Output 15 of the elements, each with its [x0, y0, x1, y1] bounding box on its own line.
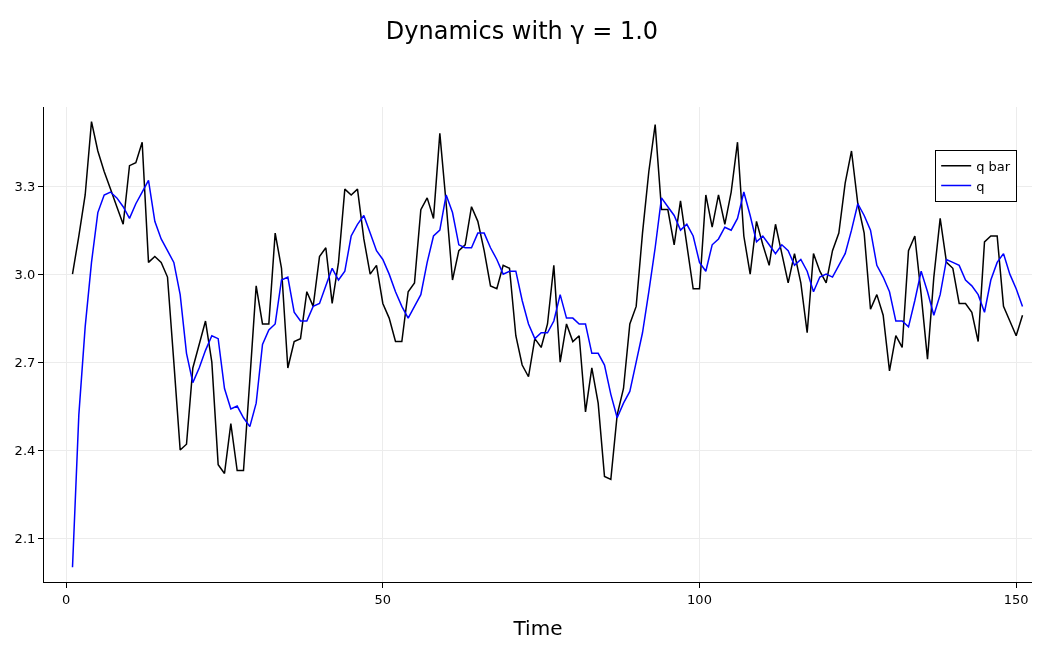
x-tick-label: 0 [62, 591, 71, 607]
x-tick-label: 50 [374, 591, 392, 607]
y-tick-label: 3.0 [14, 266, 36, 282]
x-axis-title: Time [512, 616, 563, 641]
y-tick-label: 2.1 [14, 530, 36, 546]
y-tick-label: 3.3 [14, 178, 36, 194]
x-tick-label: 100 [687, 591, 712, 607]
legend-label: q [976, 178, 985, 194]
line-series [71, 120, 1024, 481]
y-tick-label: 2.7 [14, 354, 36, 370]
y-tick-label: 2.4 [14, 442, 36, 458]
chart-title: Dynamics with γ = 1.0 [385, 17, 659, 46]
x-tick-label: 150 [1003, 591, 1029, 607]
legend-label: q bar [976, 158, 1011, 174]
line-series [71, 179, 1024, 569]
